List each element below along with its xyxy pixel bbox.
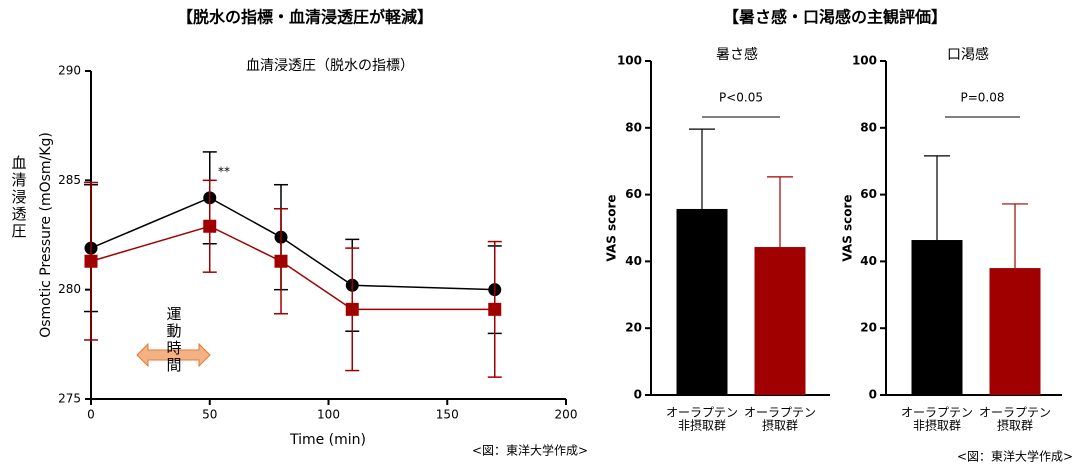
exercise-arrow: [136, 342, 211, 368]
significance: **: [218, 165, 230, 179]
source-note: <図：東洋大学作成>: [957, 449, 1073, 464]
x-tick-label: オーラプテン: [979, 406, 1051, 420]
y-tick-label: 280: [58, 282, 81, 296]
section-header: 【脱水の指標・血清浸透圧が軽減】: [177, 8, 433, 27]
series-line: [90, 225, 495, 311]
y-axis-label-ja: 血清浸透圧: [10, 155, 28, 240]
y-tick-label: 80: [860, 120, 877, 134]
marker: [488, 302, 502, 316]
y-tick-label: 275: [58, 392, 81, 406]
y-tick-label: 60: [625, 187, 642, 201]
y-tick-label: 290: [58, 64, 81, 78]
x-tick-label: 150: [436, 408, 459, 422]
y-axis-label: VAS score: [605, 194, 619, 261]
x-tick-label: オーラプテン: [666, 406, 738, 420]
marker: [203, 219, 217, 233]
y-tick-label: 20: [625, 321, 642, 335]
x-axis-label: Time (min): [289, 432, 366, 448]
marker: [274, 254, 288, 268]
bar: [754, 247, 806, 395]
exercise-label: 運動時間: [165, 306, 183, 374]
source-note: <図：東洋大学作成>: [472, 443, 588, 458]
x-tick-label: 100: [317, 408, 340, 422]
x-tick-label: 200: [555, 408, 578, 422]
y-axis-label: VAS score: [841, 194, 855, 261]
y-tick-label: 40: [625, 254, 642, 268]
chart-title: 口渇感: [947, 46, 989, 63]
y-tick-label: 20: [860, 321, 877, 335]
chart-title: 血清浸透圧（脱水の指標）: [246, 58, 414, 74]
bar: [911, 240, 963, 395]
y-tick-label: 40: [860, 254, 877, 268]
section-header: 【暑さ感・口渇感の主観評価】: [723, 8, 947, 27]
y-tick-label: 80: [625, 120, 642, 134]
x-tick-label: 非摂取群: [678, 418, 726, 433]
y-tick-label: 100: [617, 54, 642, 68]
y-tick-label: 60: [860, 187, 877, 201]
x-tick-label: 0: [87, 408, 95, 422]
y-axis-label: Osmotic Pressure (mOsm/Kg): [38, 132, 54, 338]
x-tick-label: 非摂取群: [913, 418, 961, 433]
y-tick-label: 0: [869, 388, 877, 402]
x-tick-label: 50: [202, 408, 217, 422]
marker: [345, 302, 359, 316]
chart-title: 暑さ感: [716, 46, 758, 63]
x-tick-label: 摂取群: [997, 418, 1033, 433]
x-tick-label: 摂取群: [762, 418, 798, 433]
x-tick-label: オーラプテン: [744, 406, 816, 420]
marker: [84, 254, 98, 268]
x-tick-label: オーラプテン: [901, 406, 973, 420]
bar: [989, 268, 1041, 395]
significance: P=0.08: [960, 91, 1004, 105]
y-tick-label: 100: [852, 54, 877, 68]
significance: P<0.05: [719, 91, 763, 105]
bar: [676, 208, 728, 395]
y-tick-label: 0: [634, 388, 642, 402]
y-tick-label: 285: [58, 173, 81, 187]
